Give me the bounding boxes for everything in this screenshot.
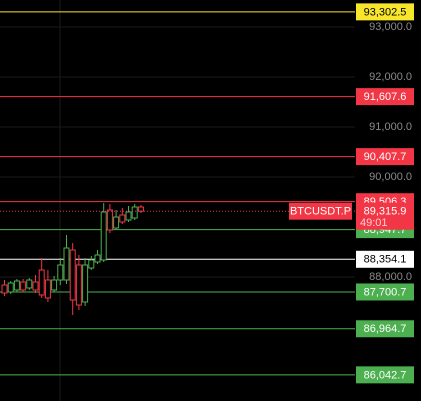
symbol-tag-bg xyxy=(289,202,352,220)
candle-body xyxy=(100,211,107,261)
level-label: 86,042.7 xyxy=(364,369,407,381)
candle-body xyxy=(44,279,51,299)
countdown: 49:01 xyxy=(360,217,388,229)
candle-body xyxy=(119,214,126,223)
y-tick-label: 91,000.0 xyxy=(369,121,412,133)
candle-body xyxy=(38,269,45,296)
candle-body xyxy=(113,216,120,229)
y-tick-label: 88,000.0 xyxy=(369,271,412,283)
candle-body xyxy=(7,282,14,293)
y-tick-label: 90,000.0 xyxy=(369,171,412,183)
level-label: 86,964.7 xyxy=(364,323,407,335)
y-tick-label: 92,000.0 xyxy=(369,71,412,83)
candle-body xyxy=(51,279,58,291)
candle-body xyxy=(131,206,138,219)
candle-body xyxy=(137,206,144,212)
level-label-bg xyxy=(356,250,414,268)
candle-body xyxy=(125,211,132,221)
level-label: 91,607.6 xyxy=(364,91,407,103)
level-label: 87,700.7 xyxy=(364,286,407,298)
candle-body xyxy=(1,284,8,294)
candle-body xyxy=(63,247,70,281)
current-price-bg xyxy=(356,202,414,230)
level-label-bg xyxy=(356,3,414,21)
level-label: 90,407.7 xyxy=(364,151,407,163)
candle-body xyxy=(94,254,101,263)
candle-body xyxy=(13,280,20,291)
candle-body xyxy=(82,264,89,303)
level-label-bg xyxy=(356,88,414,106)
level-label-bg xyxy=(356,148,414,166)
current-price-label: 89,315.9 xyxy=(364,206,407,218)
candle-body xyxy=(75,264,82,306)
candle-body xyxy=(57,264,64,281)
candle-body xyxy=(32,281,39,291)
level-label-bg xyxy=(356,283,414,301)
candle-body xyxy=(26,279,33,289)
candle-body xyxy=(69,249,76,301)
candle-body xyxy=(88,259,95,269)
candle-body xyxy=(20,281,27,291)
level-label: 93,302.5 xyxy=(364,6,407,18)
y-tick-label: 93,000.0 xyxy=(369,21,412,33)
level-label-bg xyxy=(356,366,414,384)
symbol-tag: BTCUSDT.P xyxy=(290,206,351,218)
candle-body xyxy=(106,209,113,231)
level-label: 88,354.1 xyxy=(364,254,407,266)
level-label-bg xyxy=(356,320,414,338)
